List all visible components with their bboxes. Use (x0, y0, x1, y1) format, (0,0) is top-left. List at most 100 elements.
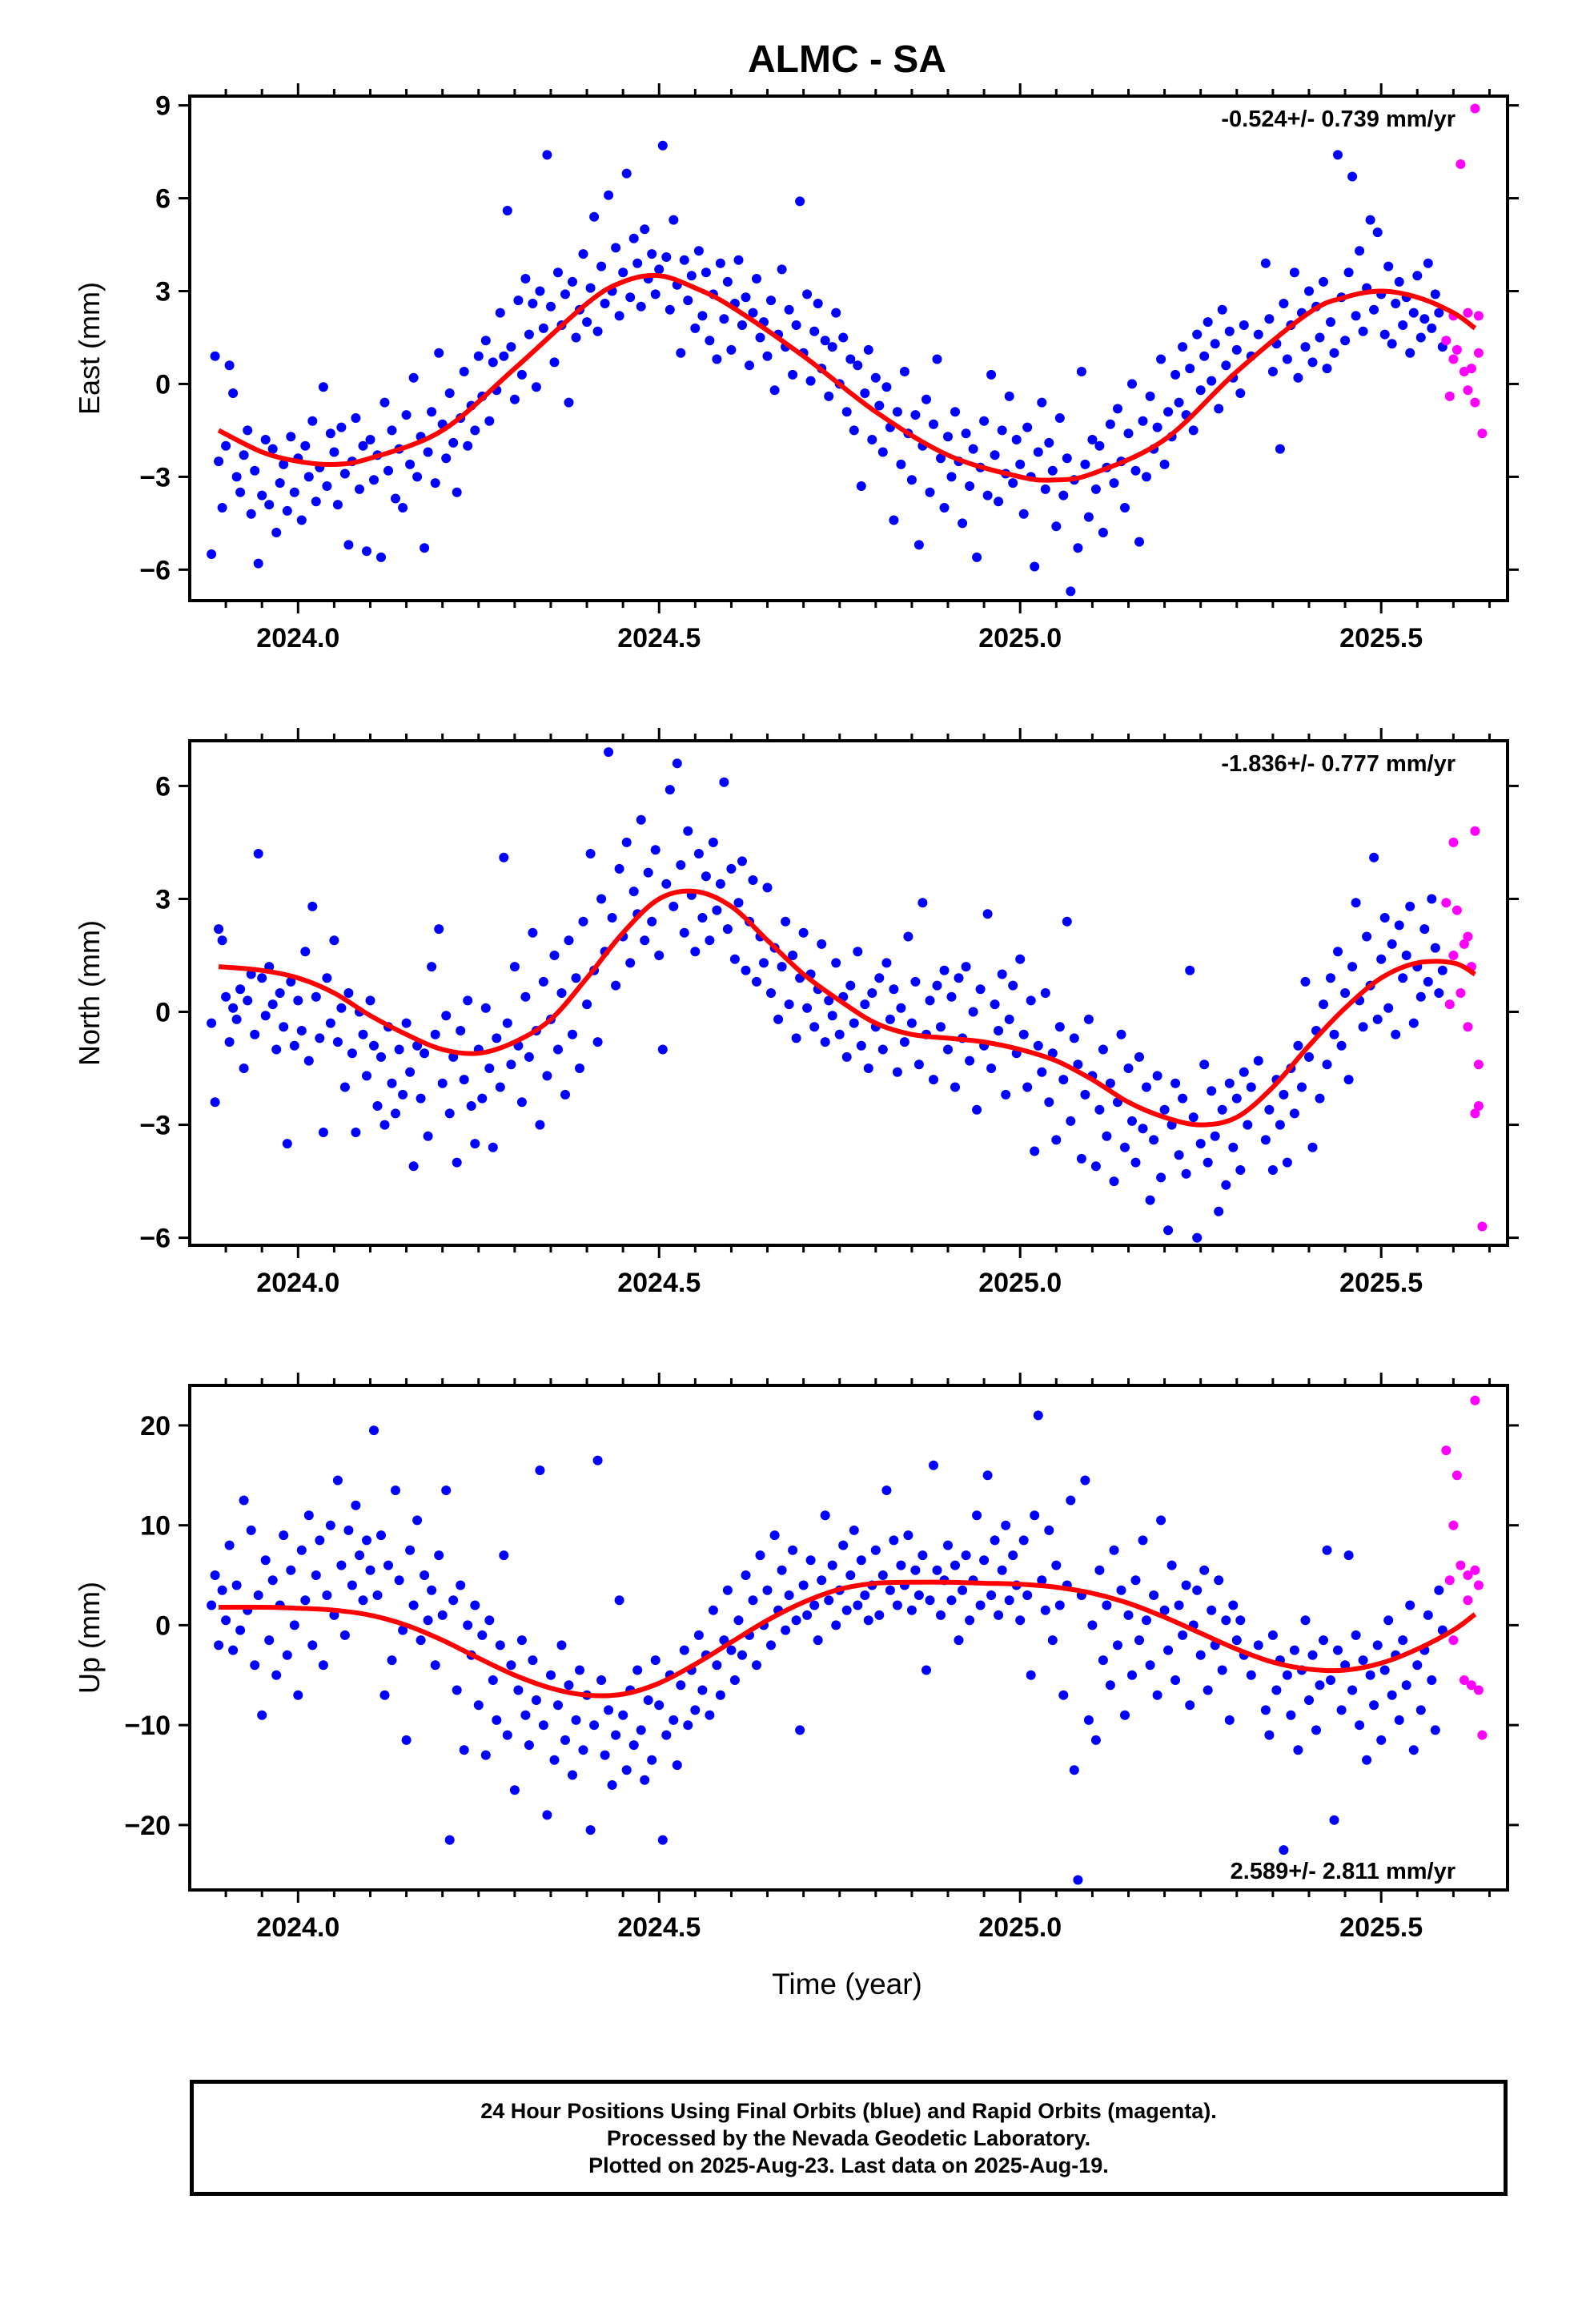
final-orbit-point (383, 465, 393, 476)
final-orbit-point (1333, 150, 1343, 160)
final-orbit-point (1044, 1525, 1054, 1535)
final-orbit-point (611, 980, 621, 991)
final-orbit-point (1192, 1585, 1203, 1595)
rapid-orbit-point (1477, 428, 1488, 439)
final-orbit-point (1130, 1157, 1141, 1168)
y-tick-label: 3 (155, 276, 171, 307)
final-orbit-point (1304, 1051, 1314, 1062)
final-orbit-point (221, 440, 231, 451)
final-orbit-point (253, 1590, 263, 1600)
final-orbit-point (300, 1595, 311, 1606)
final-orbit-point (427, 1585, 437, 1595)
final-orbit-point (910, 976, 921, 987)
rapid-orbit-point (1470, 1108, 1480, 1119)
final-orbit-point (1253, 329, 1263, 340)
final-orbit-point (896, 1560, 906, 1570)
final-orbit-point (488, 357, 498, 368)
final-orbit-point (538, 1720, 548, 1731)
final-orbit-point (506, 1059, 516, 1070)
final-orbit-point (568, 1770, 577, 1780)
final-orbit-point (549, 951, 560, 960)
final-orbit-point (578, 1745, 588, 1755)
final-orbit-point (365, 995, 375, 1006)
final-orbit-point (614, 863, 624, 874)
final-orbit-point (369, 1425, 379, 1436)
rapid-orbit-point (1473, 1059, 1484, 1070)
final-orbit-point (604, 190, 614, 200)
final-orbit-point (1217, 1665, 1227, 1675)
final-orbit-point (257, 973, 267, 983)
final-orbit-point (1102, 1131, 1112, 1141)
final-orbit-point (1123, 428, 1134, 439)
final-orbit-point (1127, 1116, 1137, 1126)
final-orbit-point (669, 901, 679, 911)
final-orbit-point (1192, 1232, 1203, 1243)
final-orbit-point (1134, 1051, 1144, 1062)
final-orbit-point (1130, 465, 1141, 476)
final-orbit-point (722, 924, 733, 935)
final-orbit-point (1228, 1600, 1239, 1610)
final-orbit-point (1365, 215, 1375, 225)
final-orbit-point (437, 1078, 448, 1088)
final-orbit-point (921, 394, 931, 404)
caption-line-3: Plotted on 2025-Aug-23. Last data on 202… (588, 2153, 1109, 2177)
final-orbit-point (929, 1460, 938, 1470)
final-orbit-point (1267, 1165, 1278, 1175)
final-orbit-point (383, 1560, 393, 1570)
final-orbit-point (1040, 1605, 1050, 1615)
final-orbit-point (549, 1755, 560, 1765)
final-orbit-point (279, 1530, 289, 1541)
final-orbit-point (260, 1555, 271, 1566)
final-orbit-point (1062, 453, 1072, 464)
final-orbit-point (990, 999, 1000, 1010)
final-orbit-point (1415, 991, 1426, 1002)
final-orbit-point (516, 1635, 527, 1646)
east-plot-frame (188, 94, 1509, 602)
final-orbit-point (1405, 901, 1415, 911)
final-orbit-point (1076, 1153, 1086, 1164)
final-orbit-point (282, 1139, 292, 1149)
final-orbit-point (636, 1725, 646, 1735)
final-orbit-point (939, 965, 950, 975)
final-orbit-point (925, 1595, 935, 1606)
final-orbit-point (300, 440, 311, 451)
final-orbit-point (1347, 1685, 1358, 1695)
final-orbit-point (571, 973, 581, 983)
final-orbit-point (654, 1700, 665, 1711)
final-orbit-point (1080, 459, 1090, 469)
final-orbit-point (355, 1550, 364, 1561)
final-orbit-point (1047, 1048, 1058, 1059)
final-orbit-point (729, 1675, 740, 1685)
final-orbit-point (1415, 332, 1426, 343)
final-orbit-point (1159, 1605, 1170, 1615)
final-orbit-point (943, 1540, 953, 1550)
final-orbit-point (405, 1067, 416, 1077)
x-tick-label: 2024.5 (617, 1912, 701, 1943)
final-orbit-point (1282, 354, 1292, 364)
final-orbit-point (896, 1003, 906, 1013)
final-orbit-point (1062, 916, 1072, 927)
final-orbit-point (719, 314, 729, 324)
final-orbit-point (279, 1022, 289, 1032)
final-orbit-point (611, 243, 621, 253)
final-orbit-point (264, 500, 275, 510)
final-orbit-point (430, 1029, 440, 1039)
final-orbit-point (849, 1525, 859, 1535)
rapid-orbit-point (1470, 1565, 1480, 1575)
final-orbit-point (560, 1735, 570, 1745)
final-orbit-point (456, 1580, 466, 1590)
final-orbit-point (1369, 852, 1379, 862)
final-orbit-point (1267, 367, 1278, 376)
final-orbit-point (246, 509, 256, 519)
final-orbit-point (250, 1029, 260, 1039)
final-orbit-point (1398, 1635, 1408, 1646)
north-rapid-orbit-points (1441, 826, 1488, 1232)
final-orbit-point (1224, 1715, 1235, 1725)
final-orbit-point (1434, 988, 1444, 998)
final-orbit-point (1279, 1089, 1289, 1100)
final-orbit-point (1355, 246, 1365, 256)
final-orbit-point (712, 1660, 722, 1671)
final-orbit-point (1203, 1157, 1213, 1168)
final-orbit-point (705, 935, 715, 946)
final-orbit-point (1123, 1063, 1134, 1073)
